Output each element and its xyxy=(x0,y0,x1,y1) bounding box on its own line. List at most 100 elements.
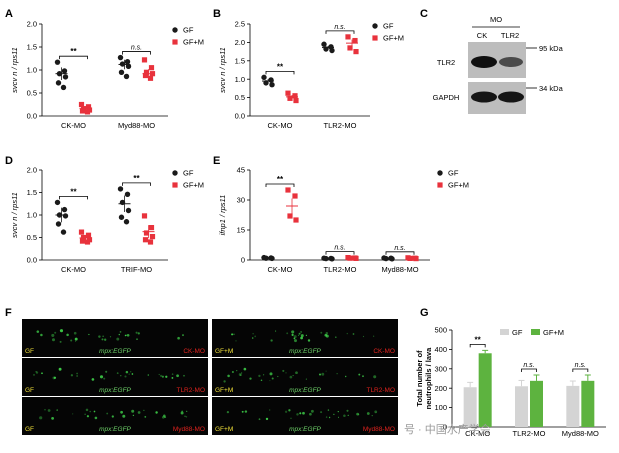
neutrophil-dot xyxy=(119,331,122,333)
neutrophil-dot xyxy=(275,330,277,332)
panel-b-ytick-label: 1.5 xyxy=(235,56,245,65)
panel-e-point-gfm xyxy=(292,193,298,199)
neutrophil-dot xyxy=(362,375,364,378)
panel-g-ytick-label: 500 xyxy=(434,326,447,335)
panel-d-point-gf xyxy=(117,186,124,192)
panel-b-ytick-label: 1.0 xyxy=(235,75,245,84)
neutrophil-dot xyxy=(291,330,295,334)
watermark-text: 号 · 中国水产学会 xyxy=(404,422,491,436)
neutrophil-dot xyxy=(106,412,109,415)
panel-e-chart: 0 15 30 45 ifnp1 / rps11 CK-MO ** TLR2-MO n.s. My… xyxy=(218,166,469,274)
panel-a-ytick-label: 0.5 xyxy=(27,89,37,98)
neutrophil-dot xyxy=(324,333,328,337)
panel-d-sig-bracket xyxy=(122,182,151,186)
neutrophil-dot xyxy=(320,411,323,414)
neutrophil-dot xyxy=(76,375,78,377)
panel-a-point-gfm xyxy=(79,108,86,114)
neutrophil-dot xyxy=(158,373,160,376)
neutrophil-dot xyxy=(130,371,132,373)
neutrophil-dot xyxy=(51,333,55,337)
panel-g-ytick-label: 400 xyxy=(434,345,447,354)
panel-b-chart: 0.0 0.5 1.0 1.5 2.0 2.5 svcv n / rps11 CK-MO ** T… xyxy=(218,20,404,130)
panel-d-sig-label: ** xyxy=(133,174,140,183)
neutrophil-dot xyxy=(124,375,127,378)
panel-letter-c: C xyxy=(420,8,428,20)
neutrophil-dot xyxy=(171,373,174,375)
panel-f-mo-label: Myd88-MO xyxy=(363,426,395,433)
panel-d-point-gf xyxy=(125,207,132,214)
panel-a-point-gfm xyxy=(78,101,85,108)
panel-g-category-label: TLR2-MO xyxy=(513,429,546,438)
neutrophil-dot xyxy=(346,409,349,412)
neutrophil-dot xyxy=(289,375,293,379)
neutrophil-dot xyxy=(327,409,330,411)
neutrophil-dot xyxy=(111,415,114,418)
panel-d-point-gfm xyxy=(149,234,156,240)
neutrophil-dot xyxy=(282,369,285,372)
panel-g-legend-gfm-swatch xyxy=(531,329,540,335)
neutrophil-dot xyxy=(103,377,106,380)
panel-d-ytick-label: 1.0 xyxy=(27,211,37,220)
neutrophil-dot xyxy=(356,412,359,416)
panel-a-ytick-label: 0.0 xyxy=(27,112,37,121)
neutrophil-dot xyxy=(336,373,338,375)
neutrophil-dot xyxy=(352,333,355,335)
panel-d-point-gf xyxy=(118,214,125,220)
panel-d-point-gfm xyxy=(141,213,148,219)
panel-e-ytick-label: 0 xyxy=(241,256,245,265)
neutrophil-dot xyxy=(238,373,242,376)
panel-g-y-label-line1: Total number of xyxy=(415,350,424,407)
panel-d-y-label: svcv n / rps11 xyxy=(10,192,19,238)
panel-letter-g: G xyxy=(420,307,429,319)
neutrophil-dot xyxy=(54,331,57,334)
panel-g-bar-gfm xyxy=(581,380,595,427)
neutrophil-dot xyxy=(104,338,107,341)
neutrophil-dot xyxy=(161,375,164,378)
neutrophil-dot xyxy=(94,416,98,420)
neutrophil-dot xyxy=(252,333,254,335)
panel-a-sig-label: n.s. xyxy=(131,45,142,52)
panel-e-ytick-label: 45 xyxy=(237,166,245,175)
panel-b-point-gfm xyxy=(345,34,351,40)
neutrophil-dot xyxy=(135,331,138,334)
neutrophil-dot xyxy=(241,410,244,413)
neutrophil-dot xyxy=(325,332,329,335)
blot-band-gapdh-ck xyxy=(471,91,497,103)
panel-g-sig-label: n.s. xyxy=(523,362,534,369)
panel-e-y-label: ifnp1 / rps11 xyxy=(218,195,227,236)
neutrophil-dot xyxy=(155,411,158,414)
panel-f-fluorescence-images: GF mpx:EGFP CK-MO GF+M mpx:EGFP CK-MO GF mpx:EG… xyxy=(22,319,398,435)
neutrophil-dot xyxy=(58,367,62,371)
panel-b-sig-bracket xyxy=(325,30,355,34)
panel-b-point-gfm xyxy=(287,95,293,101)
panel-a-point-gfm xyxy=(141,57,148,63)
neutrophil-dot xyxy=(300,336,303,340)
neutrophil-dot xyxy=(325,370,327,372)
neutrophil-dot xyxy=(233,333,235,336)
blot-lane-ck: CK xyxy=(477,31,487,40)
neutrophil-dot xyxy=(294,339,297,343)
neutrophil-dot xyxy=(299,412,302,415)
panel-d-sig-label: ** xyxy=(70,187,77,196)
neutrophil-dot xyxy=(105,370,108,373)
neutrophil-dot xyxy=(286,332,289,335)
panel-a-point-gfm xyxy=(147,75,154,81)
panel-f-mo-label: TLR2-MO xyxy=(366,387,395,394)
neutrophil-dot xyxy=(86,415,90,418)
neutrophil-dot xyxy=(109,336,112,338)
neutrophil-dot xyxy=(76,372,78,375)
neutrophil-dot xyxy=(305,334,308,337)
neutrophil-dot xyxy=(182,334,184,337)
panel-a-point-gfm xyxy=(143,69,150,75)
neutrophil-dot xyxy=(243,367,247,371)
neutrophil-dot xyxy=(35,371,37,373)
panel-e-sig-bracket xyxy=(385,251,415,255)
neutrophil-dot xyxy=(184,415,186,418)
blot-row-tlr2: TLR2 xyxy=(437,58,455,67)
panel-b-legend-gf-label: GF xyxy=(383,22,394,31)
panel-g-sig-bracket xyxy=(572,368,589,373)
neutrophil-dot xyxy=(265,417,269,421)
neutrophil-dot xyxy=(40,333,43,337)
neutrophil-dot xyxy=(288,409,291,412)
